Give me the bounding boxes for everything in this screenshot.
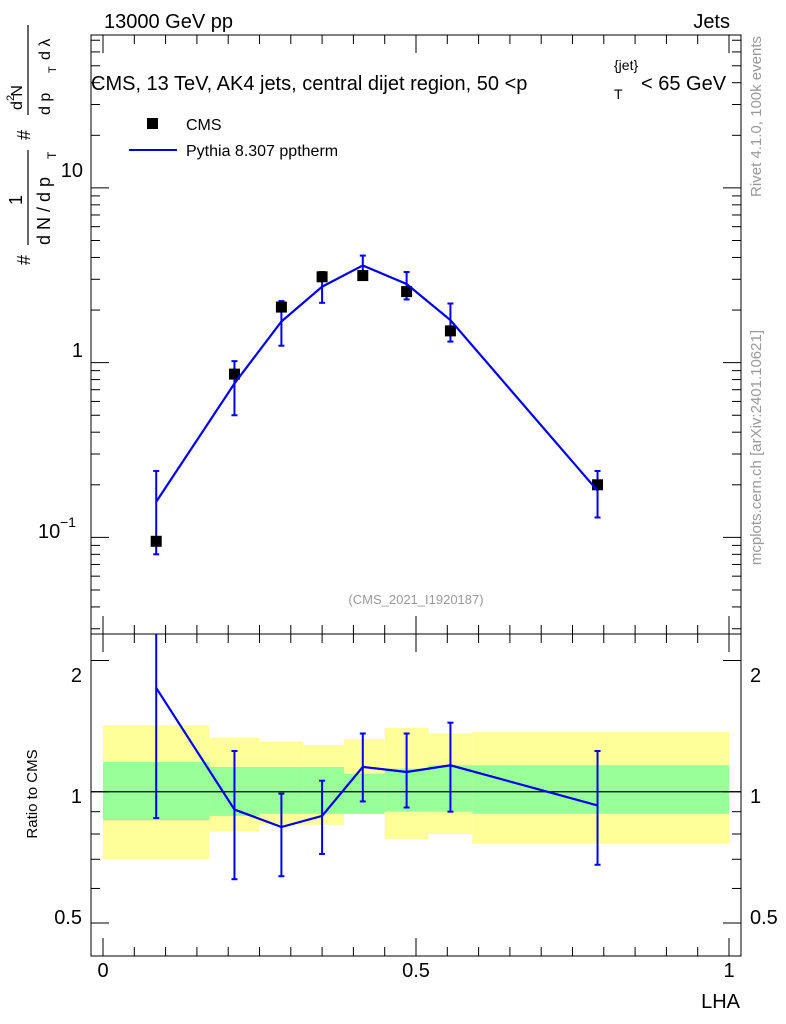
cms-data-point — [444, 325, 456, 337]
mc-line — [155, 264, 599, 503]
main-axis-ticks — [91, 35, 741, 634]
main-ytick-label-10: 10 — [61, 160, 83, 182]
plot-title-superscript: {jet} — [614, 57, 638, 73]
ylabel-dpt: d p — [37, 93, 54, 115]
ratio-data-layer — [153, 634, 601, 881]
ylabel-sup-2: 2 — [5, 95, 17, 101]
ratio-ytick-label-right-2: 2 — [750, 665, 761, 687]
ratio-ytick-label-right-1: 1 — [750, 786, 761, 808]
ratio-band-inner — [344, 773, 385, 814]
ratio-y-axis-title: Ratio to CMS — [24, 749, 41, 838]
analysis-id: (CMS_2021_I1920187) — [348, 592, 483, 607]
ratio-panel: 0.5 1 2 0.5 1 2 0 0.5 1 LHA Ratio to CMS — [24, 633, 778, 1013]
cms-data-point — [357, 270, 369, 282]
plot-title-end: < 65 GeV — [641, 73, 727, 95]
ylabel-hash-2: # — [14, 130, 34, 140]
ylabel-sub-t-1: T — [45, 151, 59, 159]
energy-label: 13000 GeV pp — [104, 11, 233, 33]
main-ytick-label-0.1-exp: −1 — [60, 514, 76, 530]
main-ylabel: # 1 d N / d p T # d N 2 d p T d λ — [5, 25, 59, 265]
ratio-ytick-label-0.5: 0.5 — [54, 907, 82, 929]
ratio-ytick-label-right-0.5: 0.5 — [750, 907, 778, 929]
main-panel: CMS, 13 TeV, AK4 jets, central dijet reg… — [5, 25, 742, 635]
x-axis-title: LHA — [701, 991, 741, 1013]
cms-data-point — [401, 286, 413, 298]
main-ytick-label-0.1-base: 10 — [38, 521, 60, 543]
ylabel-one: 1 — [6, 195, 26, 205]
ylabel-dlambda: d λ — [37, 39, 54, 60]
main-data-layer — [150, 254, 604, 556]
xtick-label-1: 1 — [723, 960, 734, 982]
ylabel-hash-1: # — [14, 255, 34, 265]
ratio-bands — [91, 725, 741, 860]
ylabel-dn: d N — [9, 85, 26, 110]
cms-data-point — [275, 301, 287, 313]
ratio-band-inner — [303, 766, 345, 814]
cms-data-point — [316, 271, 328, 283]
rivet-version-label: Rivet 4.1.0, 100k events — [748, 36, 765, 197]
xtick-label-0.5: 0.5 — [402, 960, 430, 982]
ylabel-sub-t-2: T — [47, 66, 59, 73]
category-label: Jets — [693, 11, 730, 33]
ratio-ytick-label-1: 1 — [71, 786, 82, 808]
cms-data-point — [150, 535, 162, 547]
cms-data-point — [592, 479, 604, 491]
legend-mc-label: Pythia 8.307 pptherm — [186, 143, 338, 160]
legend-data-marker — [147, 118, 158, 129]
ratio-mc-line — [155, 687, 598, 829]
legend-data-label: CMS — [186, 117, 222, 134]
xtick-label-0: 0 — [97, 960, 108, 982]
plot-title: CMS, 13 TeV, AK4 jets, central dijet reg… — [91, 73, 527, 95]
ylabel-dn-dpt: d N / d p — [34, 177, 54, 245]
ratio-ytick-label-2: 2 — [71, 665, 82, 687]
cms-data-point — [228, 368, 240, 380]
ratio-band-inner — [472, 765, 729, 814]
main-ytick-label-1: 1 — [72, 340, 83, 362]
ratio-axis-ticks — [91, 634, 741, 956]
mcplots-source-label: mcplots.cern.ch [arXiv:2401.10621] — [748, 330, 765, 565]
plot-title-subscript: T — [614, 86, 623, 102]
